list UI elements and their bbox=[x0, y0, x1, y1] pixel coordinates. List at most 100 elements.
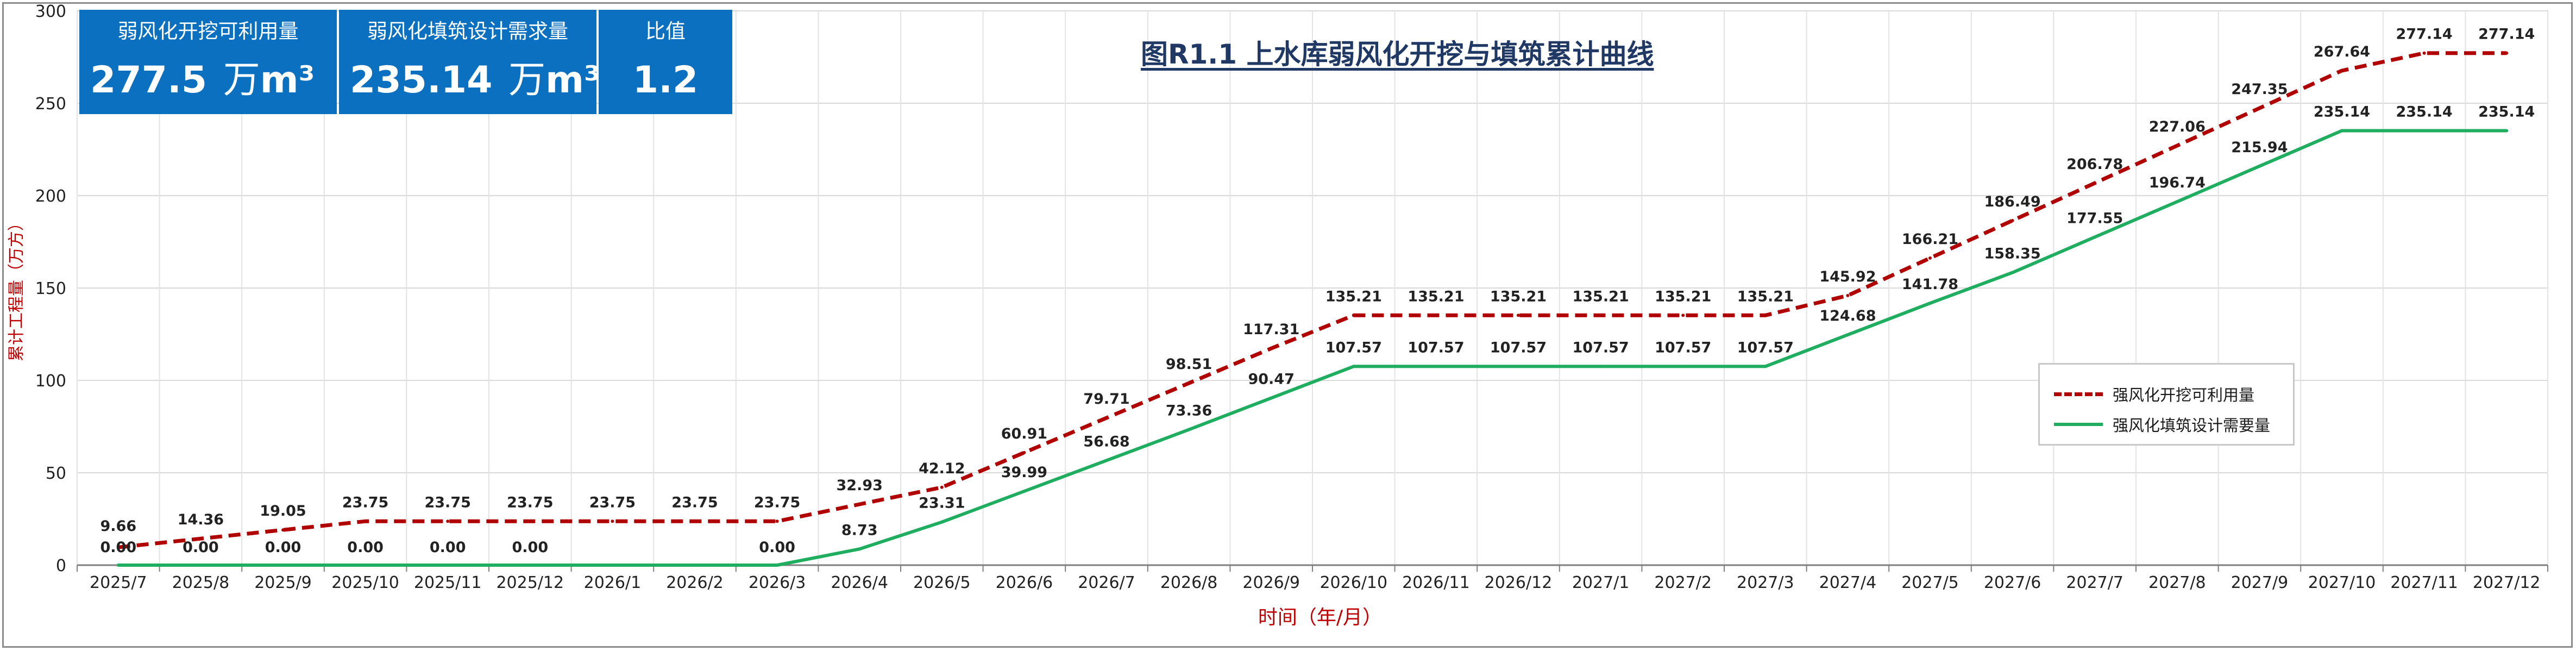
data-point-fill bbox=[1681, 365, 1685, 368]
data-point-fill bbox=[693, 564, 696, 567]
x-tick-label: 2026/12 bbox=[1485, 573, 1553, 592]
data-point-fill bbox=[2175, 200, 2179, 204]
data-label-fill: 56.68 bbox=[1083, 433, 1129, 450]
data-point-fill bbox=[2505, 129, 2509, 133]
x-tick-label: 2027/2 bbox=[1654, 573, 1712, 592]
data-point-fill bbox=[2093, 235, 2097, 239]
data-point-excavation bbox=[1599, 314, 1603, 317]
kpi-ratio: 比值 1.2 bbox=[599, 10, 732, 114]
data-point-excavation bbox=[940, 485, 944, 489]
data-point-fill bbox=[2422, 129, 2426, 133]
x-tick-label: 2027/5 bbox=[1901, 573, 1959, 592]
data-label-fill: 107.57 bbox=[1572, 339, 1629, 356]
data-label-fill: 177.55 bbox=[2066, 210, 2123, 227]
data-label-excavation: 23.75 bbox=[754, 494, 800, 511]
data-label-fill: 107.57 bbox=[1737, 339, 1794, 356]
data-point-fill bbox=[1517, 365, 1520, 368]
data-point-excavation bbox=[2093, 181, 2097, 185]
x-tick-label: 2027/8 bbox=[2148, 573, 2206, 592]
data-label-excavation: 277.14 bbox=[2478, 26, 2535, 43]
x-tick-label: 2027/11 bbox=[2390, 573, 2458, 592]
data-point-excavation bbox=[116, 546, 120, 549]
data-label-fill: 235.14 bbox=[2314, 104, 2370, 121]
data-label-excavation: 23.75 bbox=[424, 494, 470, 511]
x-tick-label: 2025/9 bbox=[254, 573, 312, 592]
kpi-excavation-value: 277.5 bbox=[90, 59, 208, 102]
data-label-fill: 196.74 bbox=[2149, 174, 2206, 191]
data-label-excavation: 23.75 bbox=[342, 494, 388, 511]
data-point-fill bbox=[611, 564, 614, 567]
y-tick-label: 250 bbox=[35, 95, 66, 114]
data-point-excavation bbox=[1352, 314, 1355, 317]
legend-swatch-fill bbox=[2054, 423, 2103, 426]
data-point-excavation bbox=[2175, 143, 2179, 147]
data-label-excavation: 166.21 bbox=[1902, 231, 1958, 248]
x-tick-label: 2025/7 bbox=[90, 573, 147, 592]
kpi-excavation-unit: 万 bbox=[223, 59, 260, 102]
x-tick-label: 2025/10 bbox=[331, 573, 399, 592]
data-label-fill: 124.68 bbox=[1819, 308, 1876, 324]
data-point-excavation bbox=[1763, 314, 1767, 317]
data-label-fill: 235.14 bbox=[2396, 104, 2452, 121]
data-point-fill bbox=[1022, 490, 1026, 493]
data-point-fill bbox=[2340, 129, 2343, 133]
x-tick-label: 2027/3 bbox=[1737, 573, 1794, 592]
data-point-fill bbox=[1105, 459, 1108, 462]
data-label-fill: 215.94 bbox=[2231, 139, 2288, 156]
data-point-excavation bbox=[1928, 256, 1932, 260]
x-tick-label: 2026/7 bbox=[1078, 573, 1135, 592]
kpi-excavation-label: 弱风化开挖可利用量 bbox=[117, 20, 299, 43]
data-label-excavation: 277.14 bbox=[2396, 26, 2452, 43]
y-tick-label: 200 bbox=[35, 187, 66, 206]
data-label-fill: 73.36 bbox=[1166, 403, 1212, 420]
data-label-fill: 90.47 bbox=[1248, 371, 1294, 387]
data-label-fill: 39.99 bbox=[1001, 464, 1047, 481]
data-point-excavation bbox=[1105, 416, 1108, 420]
data-label-excavation: 23.75 bbox=[589, 494, 636, 511]
data-point-fill bbox=[281, 564, 285, 567]
data-point-excavation bbox=[611, 519, 614, 523]
kpi-fill-value-row: 235.14 万m³ bbox=[350, 55, 600, 105]
x-tick-label: 2025/12 bbox=[496, 573, 564, 592]
data-point-excavation bbox=[281, 528, 285, 532]
x-tick-label: 2026/5 bbox=[913, 573, 971, 592]
data-label-excavation: 135.21 bbox=[1737, 288, 1794, 305]
y-tick-label: 300 bbox=[35, 2, 66, 21]
data-label-excavation: 14.36 bbox=[178, 511, 224, 528]
data-label-excavation: 135.21 bbox=[1408, 288, 1464, 305]
kpi-ratio-value-row: 1.2 bbox=[610, 55, 721, 105]
data-point-excavation bbox=[446, 519, 450, 523]
x-tick-label: 2026/9 bbox=[1242, 573, 1300, 592]
data-label-excavation: 267.64 bbox=[2314, 43, 2370, 60]
kpi-fill-label: 弱风化填筑设计需求量 bbox=[367, 20, 568, 43]
data-label-excavation: 135.21 bbox=[1572, 288, 1629, 305]
kpi-fill-demand: 弱风化填筑设计需求量 235.14 万m³ bbox=[339, 10, 600, 114]
kpi-excavation-value-row: 277.5 万m³ bbox=[90, 55, 326, 105]
data-label-fill: 0.00 bbox=[512, 539, 548, 556]
data-label-excavation: 135.21 bbox=[1490, 288, 1547, 305]
data-point-excavation bbox=[363, 519, 367, 523]
legend-label-excavation: 强风化开挖可利用量 bbox=[2113, 386, 2255, 404]
data-point-excavation bbox=[1022, 450, 1026, 454]
legend-label-fill: 强风化填筑设计需要量 bbox=[2113, 416, 2271, 435]
x-tick-label: 2027/1 bbox=[1572, 573, 1630, 592]
data-label-fill: 107.57 bbox=[1490, 339, 1547, 356]
data-point-fill bbox=[858, 547, 862, 551]
data-label-excavation: 145.92 bbox=[1819, 268, 1876, 285]
y-axis-title: 累计工程量（万方） bbox=[7, 215, 26, 361]
y-tick-label: 100 bbox=[35, 372, 66, 391]
data-point-excavation bbox=[2258, 107, 2261, 110]
legend-item-excavation: 强风化开挖可利用量 bbox=[2054, 383, 2254, 405]
data-point-fill bbox=[1763, 365, 1767, 368]
data-point-excavation bbox=[1270, 347, 1273, 350]
data-label-fill: 23.31 bbox=[919, 495, 965, 512]
data-label-fill: 107.57 bbox=[1325, 339, 1382, 356]
data-point-fill bbox=[1846, 333, 1850, 337]
x-tick-label: 2027/12 bbox=[2473, 573, 2541, 592]
legend-swatch-excavation bbox=[2054, 392, 2103, 396]
kpi-excavation-available: 弱风化开挖可利用量 277.5 万m³ bbox=[79, 10, 337, 114]
data-point-fill bbox=[940, 520, 944, 524]
data-label-excavation: 117.31 bbox=[1243, 321, 1299, 338]
data-point-excavation bbox=[693, 519, 696, 523]
data-point-fill bbox=[1270, 396, 1273, 400]
